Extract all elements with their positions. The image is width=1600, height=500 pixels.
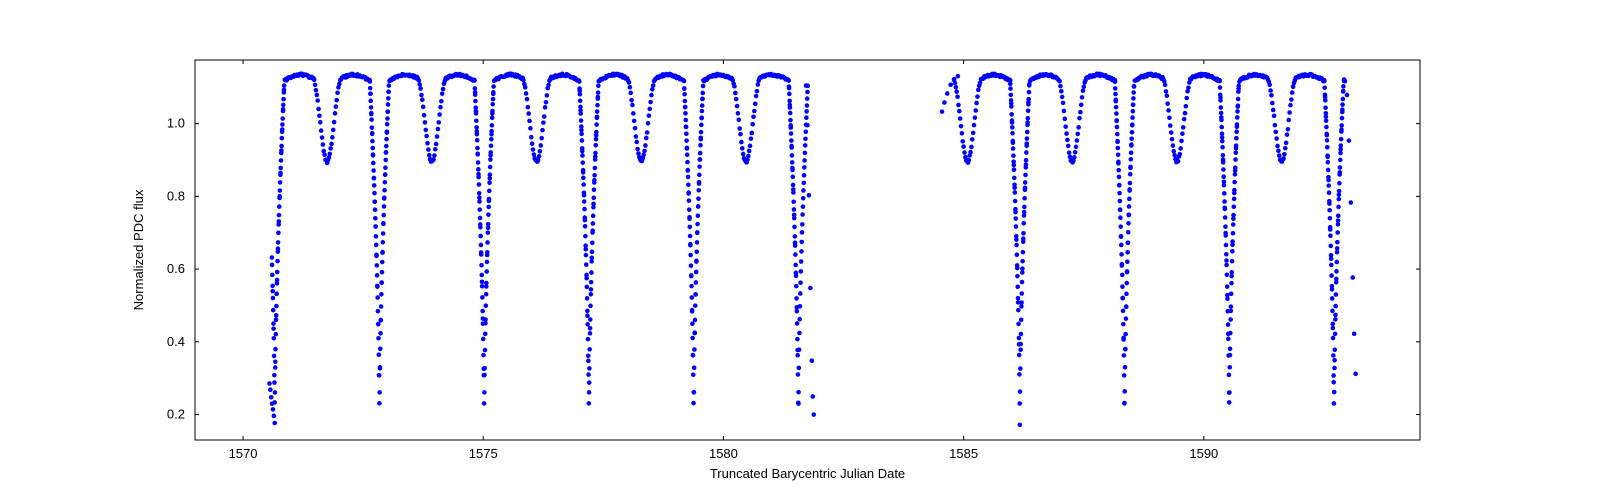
ytick-label: 1.0 (167, 116, 185, 131)
xtick-label: 1585 (949, 446, 978, 461)
lightcurve-chart: 1570 1575 1580 1585 1590 0.2 0.4 0.6 0.8 1.0 Trunc… (0, 0, 1600, 500)
ytick-label: 0.8 (167, 188, 185, 203)
xtick-label: 1590 (1189, 446, 1218, 461)
xtick-label: 1580 (709, 446, 738, 461)
data-series (267, 71, 1358, 427)
ytick-label: 0.2 (167, 407, 185, 422)
ylabel: Normalized PDC flux (131, 189, 146, 310)
xlabel: Truncated Barycentric Julian Date (710, 466, 905, 481)
ytick-label: 0.4 (167, 334, 185, 349)
xtick-label: 1570 (229, 446, 258, 461)
xtick-label: 1575 (469, 446, 498, 461)
ytick-label: 0.6 (167, 261, 185, 276)
